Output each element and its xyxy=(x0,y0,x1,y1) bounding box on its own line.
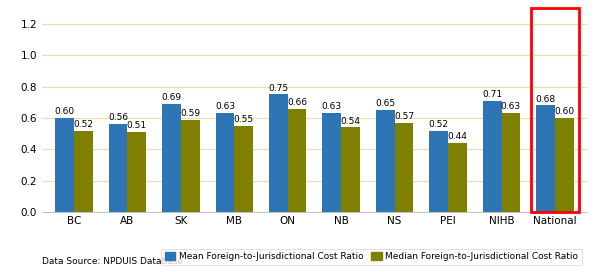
Bar xyxy=(216,113,234,212)
Bar xyxy=(55,118,74,212)
Bar xyxy=(109,124,128,212)
Bar xyxy=(181,120,199,212)
Text: 0.65: 0.65 xyxy=(375,99,395,108)
Text: 0.51: 0.51 xyxy=(127,121,147,130)
Text: 0.44: 0.44 xyxy=(447,132,467,141)
Bar xyxy=(234,126,253,212)
Text: 0.66: 0.66 xyxy=(287,98,307,107)
Text: 0.60: 0.60 xyxy=(554,107,574,116)
Bar xyxy=(448,143,467,212)
Text: 0.63: 0.63 xyxy=(215,103,235,112)
Bar xyxy=(162,104,181,212)
Bar xyxy=(395,123,413,212)
Text: 0.52: 0.52 xyxy=(429,120,449,129)
Text: 0.68: 0.68 xyxy=(536,95,556,104)
Text: 0.55: 0.55 xyxy=(234,115,254,124)
Bar xyxy=(536,106,555,212)
Bar xyxy=(376,110,395,212)
Bar xyxy=(269,94,288,212)
Text: 0.71: 0.71 xyxy=(482,90,502,99)
Text: 0.63: 0.63 xyxy=(501,103,521,112)
Text: Data Source: NPDUIS Database: Data Source: NPDUIS Database xyxy=(42,256,183,266)
Text: 0.56: 0.56 xyxy=(108,113,128,122)
Text: 0.60: 0.60 xyxy=(55,107,75,116)
Text: 0.63: 0.63 xyxy=(322,103,342,112)
Bar xyxy=(322,113,341,212)
Bar xyxy=(74,131,93,212)
Bar xyxy=(483,101,501,212)
Bar xyxy=(531,8,579,212)
Bar xyxy=(341,127,360,212)
Legend: Mean Foreign-to-Jurisdictional Cost Ratio, Median Foreign-to-Jurisdictional Cost: Mean Foreign-to-Jurisdictional Cost Rati… xyxy=(161,249,582,265)
Text: 0.52: 0.52 xyxy=(73,120,93,129)
Bar xyxy=(288,109,307,212)
Text: 0.54: 0.54 xyxy=(341,116,361,126)
Bar xyxy=(501,113,520,212)
Bar xyxy=(555,118,574,212)
Text: 0.69: 0.69 xyxy=(162,93,181,102)
Text: 0.75: 0.75 xyxy=(268,84,289,92)
Bar xyxy=(429,131,448,212)
Text: 0.59: 0.59 xyxy=(180,109,200,118)
Text: 0.57: 0.57 xyxy=(394,112,414,121)
Bar xyxy=(128,132,146,212)
